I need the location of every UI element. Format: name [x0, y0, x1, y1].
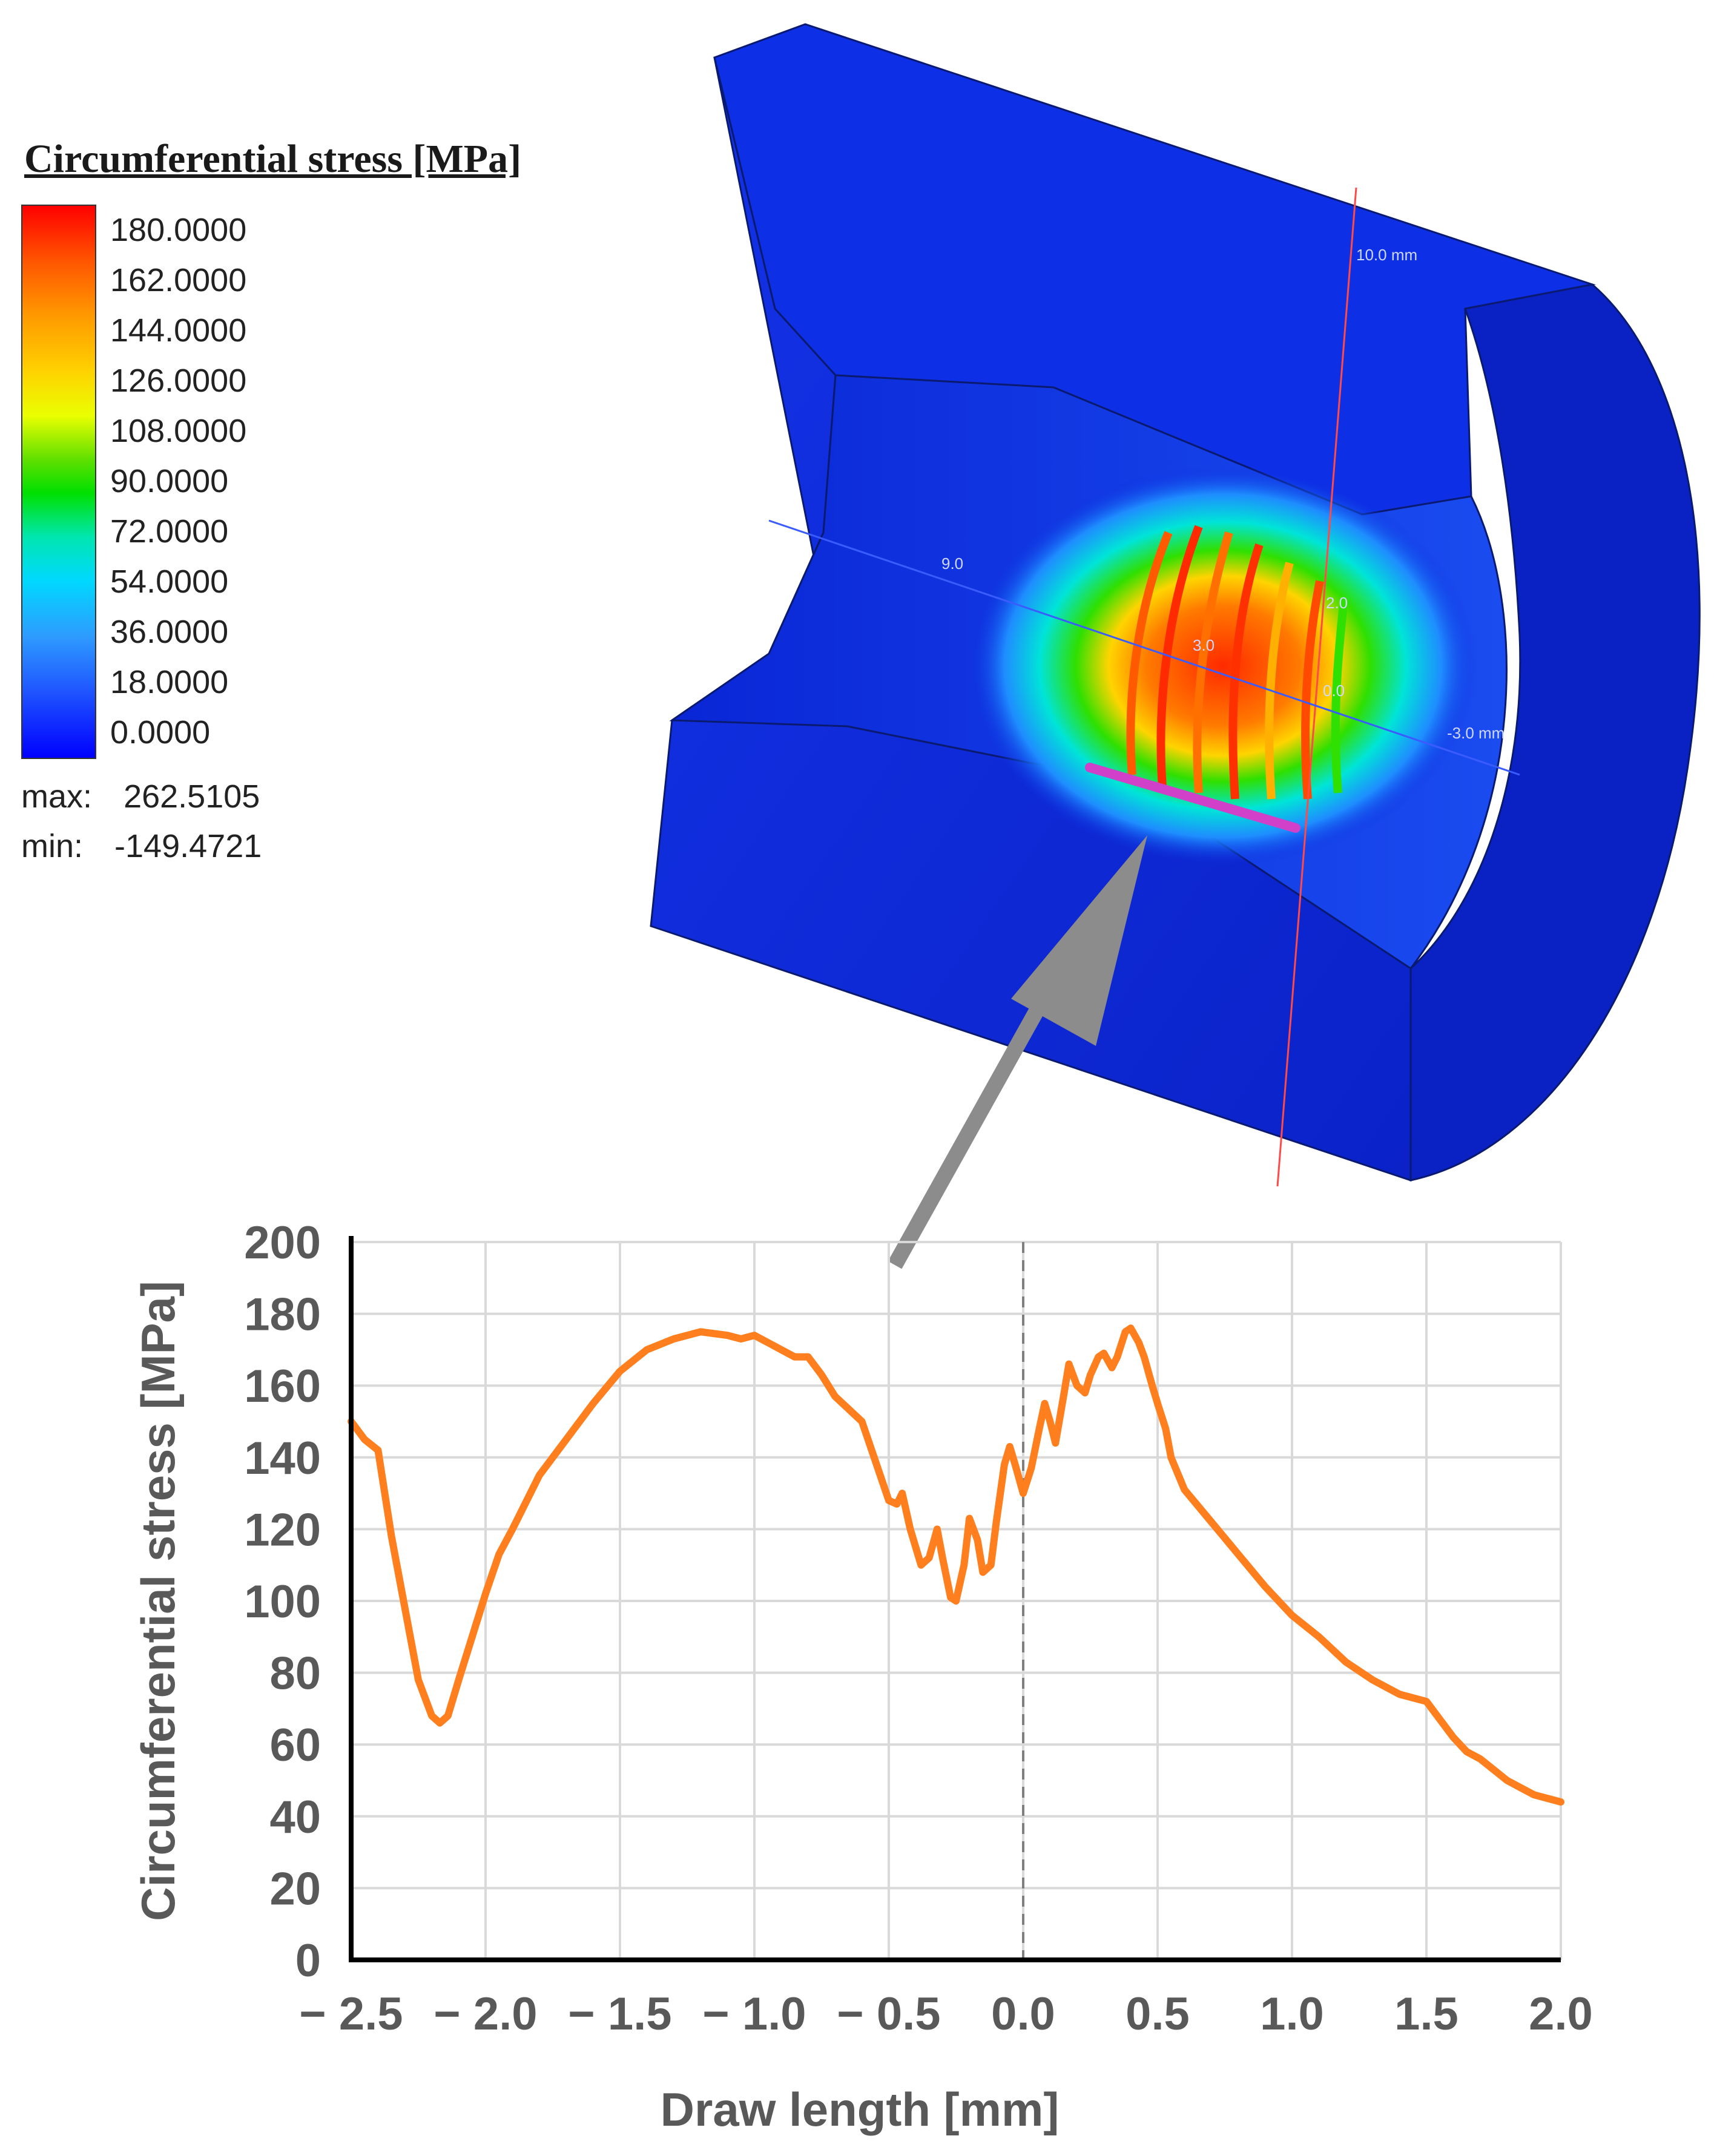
y-tick-label: 40	[269, 1792, 321, 1843]
die-right-face	[1409, 283, 1701, 1182]
dim-label-axial-4: 0.0	[1323, 682, 1345, 700]
x-tick-label: 0.5	[1126, 1988, 1190, 2040]
x-tick-label: − 1.0	[702, 1988, 806, 2040]
min-value: -149.4721	[114, 828, 262, 864]
x-tick-label: 1.0	[1260, 1988, 1324, 2040]
y-tick-label: 120	[244, 1504, 321, 1556]
stress-series-line	[348, 1324, 1564, 1806]
y-tick-label: 20	[269, 1863, 321, 1914]
min-label: min:	[21, 828, 84, 864]
legend-tick: 90.0000	[110, 463, 229, 499]
legend-tick: 54.0000	[110, 564, 229, 600]
y-tick-label: 160	[244, 1361, 321, 1412]
y-tick-labels: 0 20 40 60 80 100 120 140 160 180 200	[244, 1217, 321, 1987]
dim-label-axial-2: 3.0	[1193, 636, 1215, 654]
y-tick-label: 100	[244, 1576, 321, 1628]
x-tick-label: − 0.5	[837, 1988, 940, 2040]
pointer-arrow	[888, 835, 1147, 1269]
x-tick-label: 0.0	[991, 1988, 1055, 2040]
legend-tick: 126.0000	[110, 363, 247, 399]
x-tick-label: − 2.5	[299, 1988, 403, 2040]
y-axis-label: Circumferential stress [MPa]	[131, 1281, 185, 1921]
stress-legend: Circumferential stress [MPa] 180.0000 16…	[0, 0, 666, 908]
y-tick-label: 180	[244, 1289, 321, 1341]
dim-label-axial-3: 2.0	[1326, 594, 1348, 612]
x-tick-label: − 2.0	[433, 1988, 537, 2040]
color-scale-bar	[21, 205, 96, 759]
x-axis-label: Draw length [mm]	[661, 2083, 1060, 2136]
dim-label-top: 10.0 mm	[1356, 246, 1417, 264]
legend-tick: 0.0000	[110, 714, 211, 751]
x-tick-labels: − 2.5 − 2.0 − 1.5 − 1.0 − 0.5 0.0 0.5 1.0 1.5 2.0	[299, 1988, 1592, 2040]
legend-tick: 144.0000	[110, 312, 247, 349]
y-tick-label: 80	[269, 1648, 321, 1700]
legend-tick: 36.0000	[110, 614, 229, 650]
radial-guide-line	[1276, 187, 1357, 1187]
min-stat: min: -149.4721	[21, 827, 262, 865]
max-stat: max: 262.5105	[21, 778, 260, 815]
legend-tick: 72.0000	[110, 513, 229, 550]
legend-tick: 108.0000	[110, 413, 247, 449]
y-tick-label: 140	[244, 1433, 321, 1484]
x-tick-label: 2.0	[1529, 1988, 1593, 2040]
max-label: max:	[21, 778, 93, 815]
y-tick-label: 0	[295, 1935, 321, 1987]
y-tick-label: 200	[244, 1217, 321, 1269]
y-tick-label: 60	[269, 1720, 321, 1771]
legend-tick: 162.0000	[110, 262, 247, 298]
legend-tick: 180.0000	[110, 212, 247, 248]
sampling-path-highlight	[1085, 763, 1300, 833]
legend-title: Circumferential stress [MPa]	[24, 137, 522, 181]
max-value: 262.5105	[124, 778, 260, 815]
x-tick-label: − 1.5	[568, 1988, 671, 2040]
dim-label-axial-1: 9.0	[941, 554, 963, 573]
dim-label-right: -3.0 mm	[1447, 724, 1505, 742]
legend-tick: 18.0000	[110, 664, 229, 700]
axial-guide-line	[768, 519, 1520, 776]
x-tick-label: 1.5	[1394, 1988, 1459, 2040]
